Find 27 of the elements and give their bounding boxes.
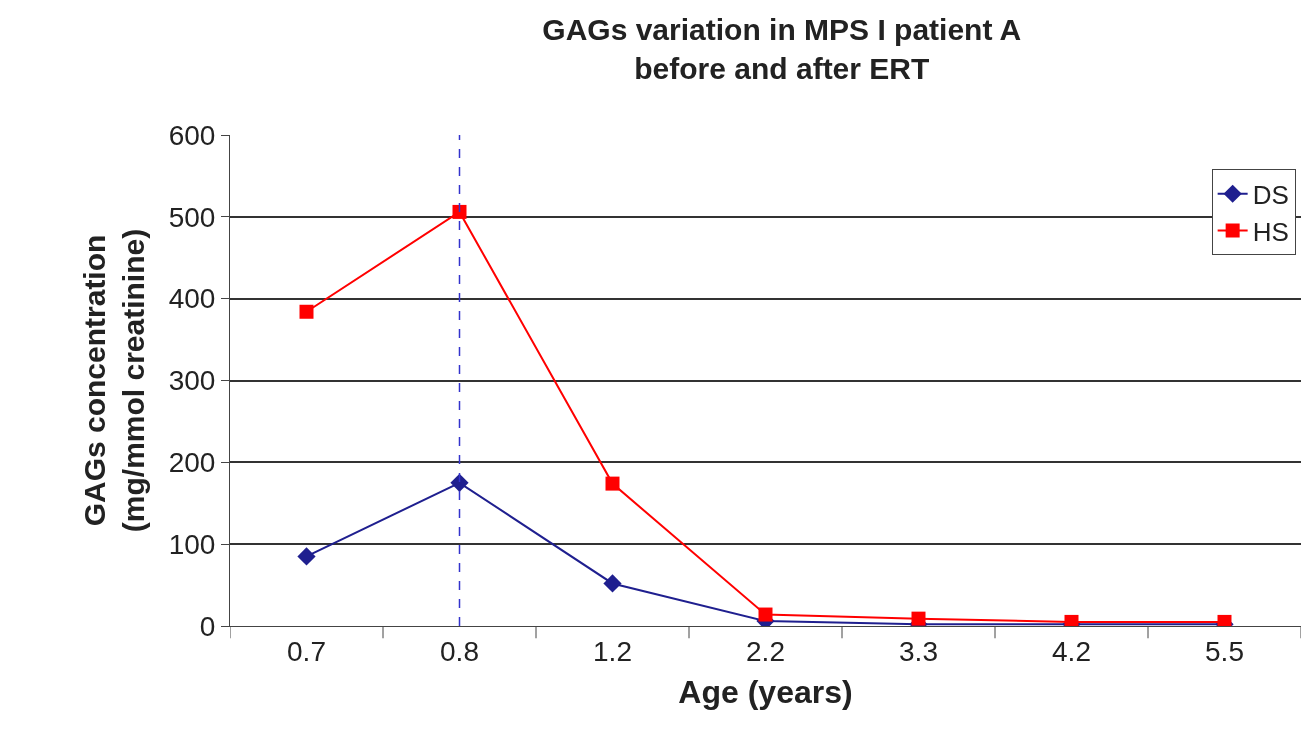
legend-label: HS xyxy=(1252,216,1289,247)
x-tick-label: 2.2 xyxy=(746,635,785,667)
x-tick-label: 0.7 xyxy=(287,635,326,667)
x-tick-label: 1.2 xyxy=(593,635,632,667)
x-tick-label: 0.8 xyxy=(440,635,479,667)
point xyxy=(299,304,314,319)
x-tick-label: 3.3 xyxy=(899,635,938,667)
y-axis-title: GAGs concentration (mg/mmol creatinine) xyxy=(77,228,150,533)
y-tick-label: 0 xyxy=(199,610,216,642)
point xyxy=(758,607,773,622)
point xyxy=(450,473,469,492)
y-tick-label: 300 xyxy=(168,365,216,397)
y-tick-label: 100 xyxy=(168,528,216,560)
y-tick-label: 500 xyxy=(168,201,216,233)
point xyxy=(911,611,926,626)
x-tick-label: 4.2 xyxy=(1052,635,1091,667)
point xyxy=(603,574,622,593)
x-axis-title: Age (years) xyxy=(678,674,853,711)
point xyxy=(605,476,620,491)
y-tick-label: 600 xyxy=(168,119,216,151)
point xyxy=(297,547,316,566)
point xyxy=(452,204,467,219)
y-tick-label: 200 xyxy=(168,447,216,479)
x-tick-label: 5.5 xyxy=(1205,635,1244,667)
chart-title: GAGs variation in MPS I patient A before and after ERT xyxy=(542,13,1022,86)
y-tick-label: 400 xyxy=(168,283,216,315)
legend-label: DS xyxy=(1252,179,1289,210)
